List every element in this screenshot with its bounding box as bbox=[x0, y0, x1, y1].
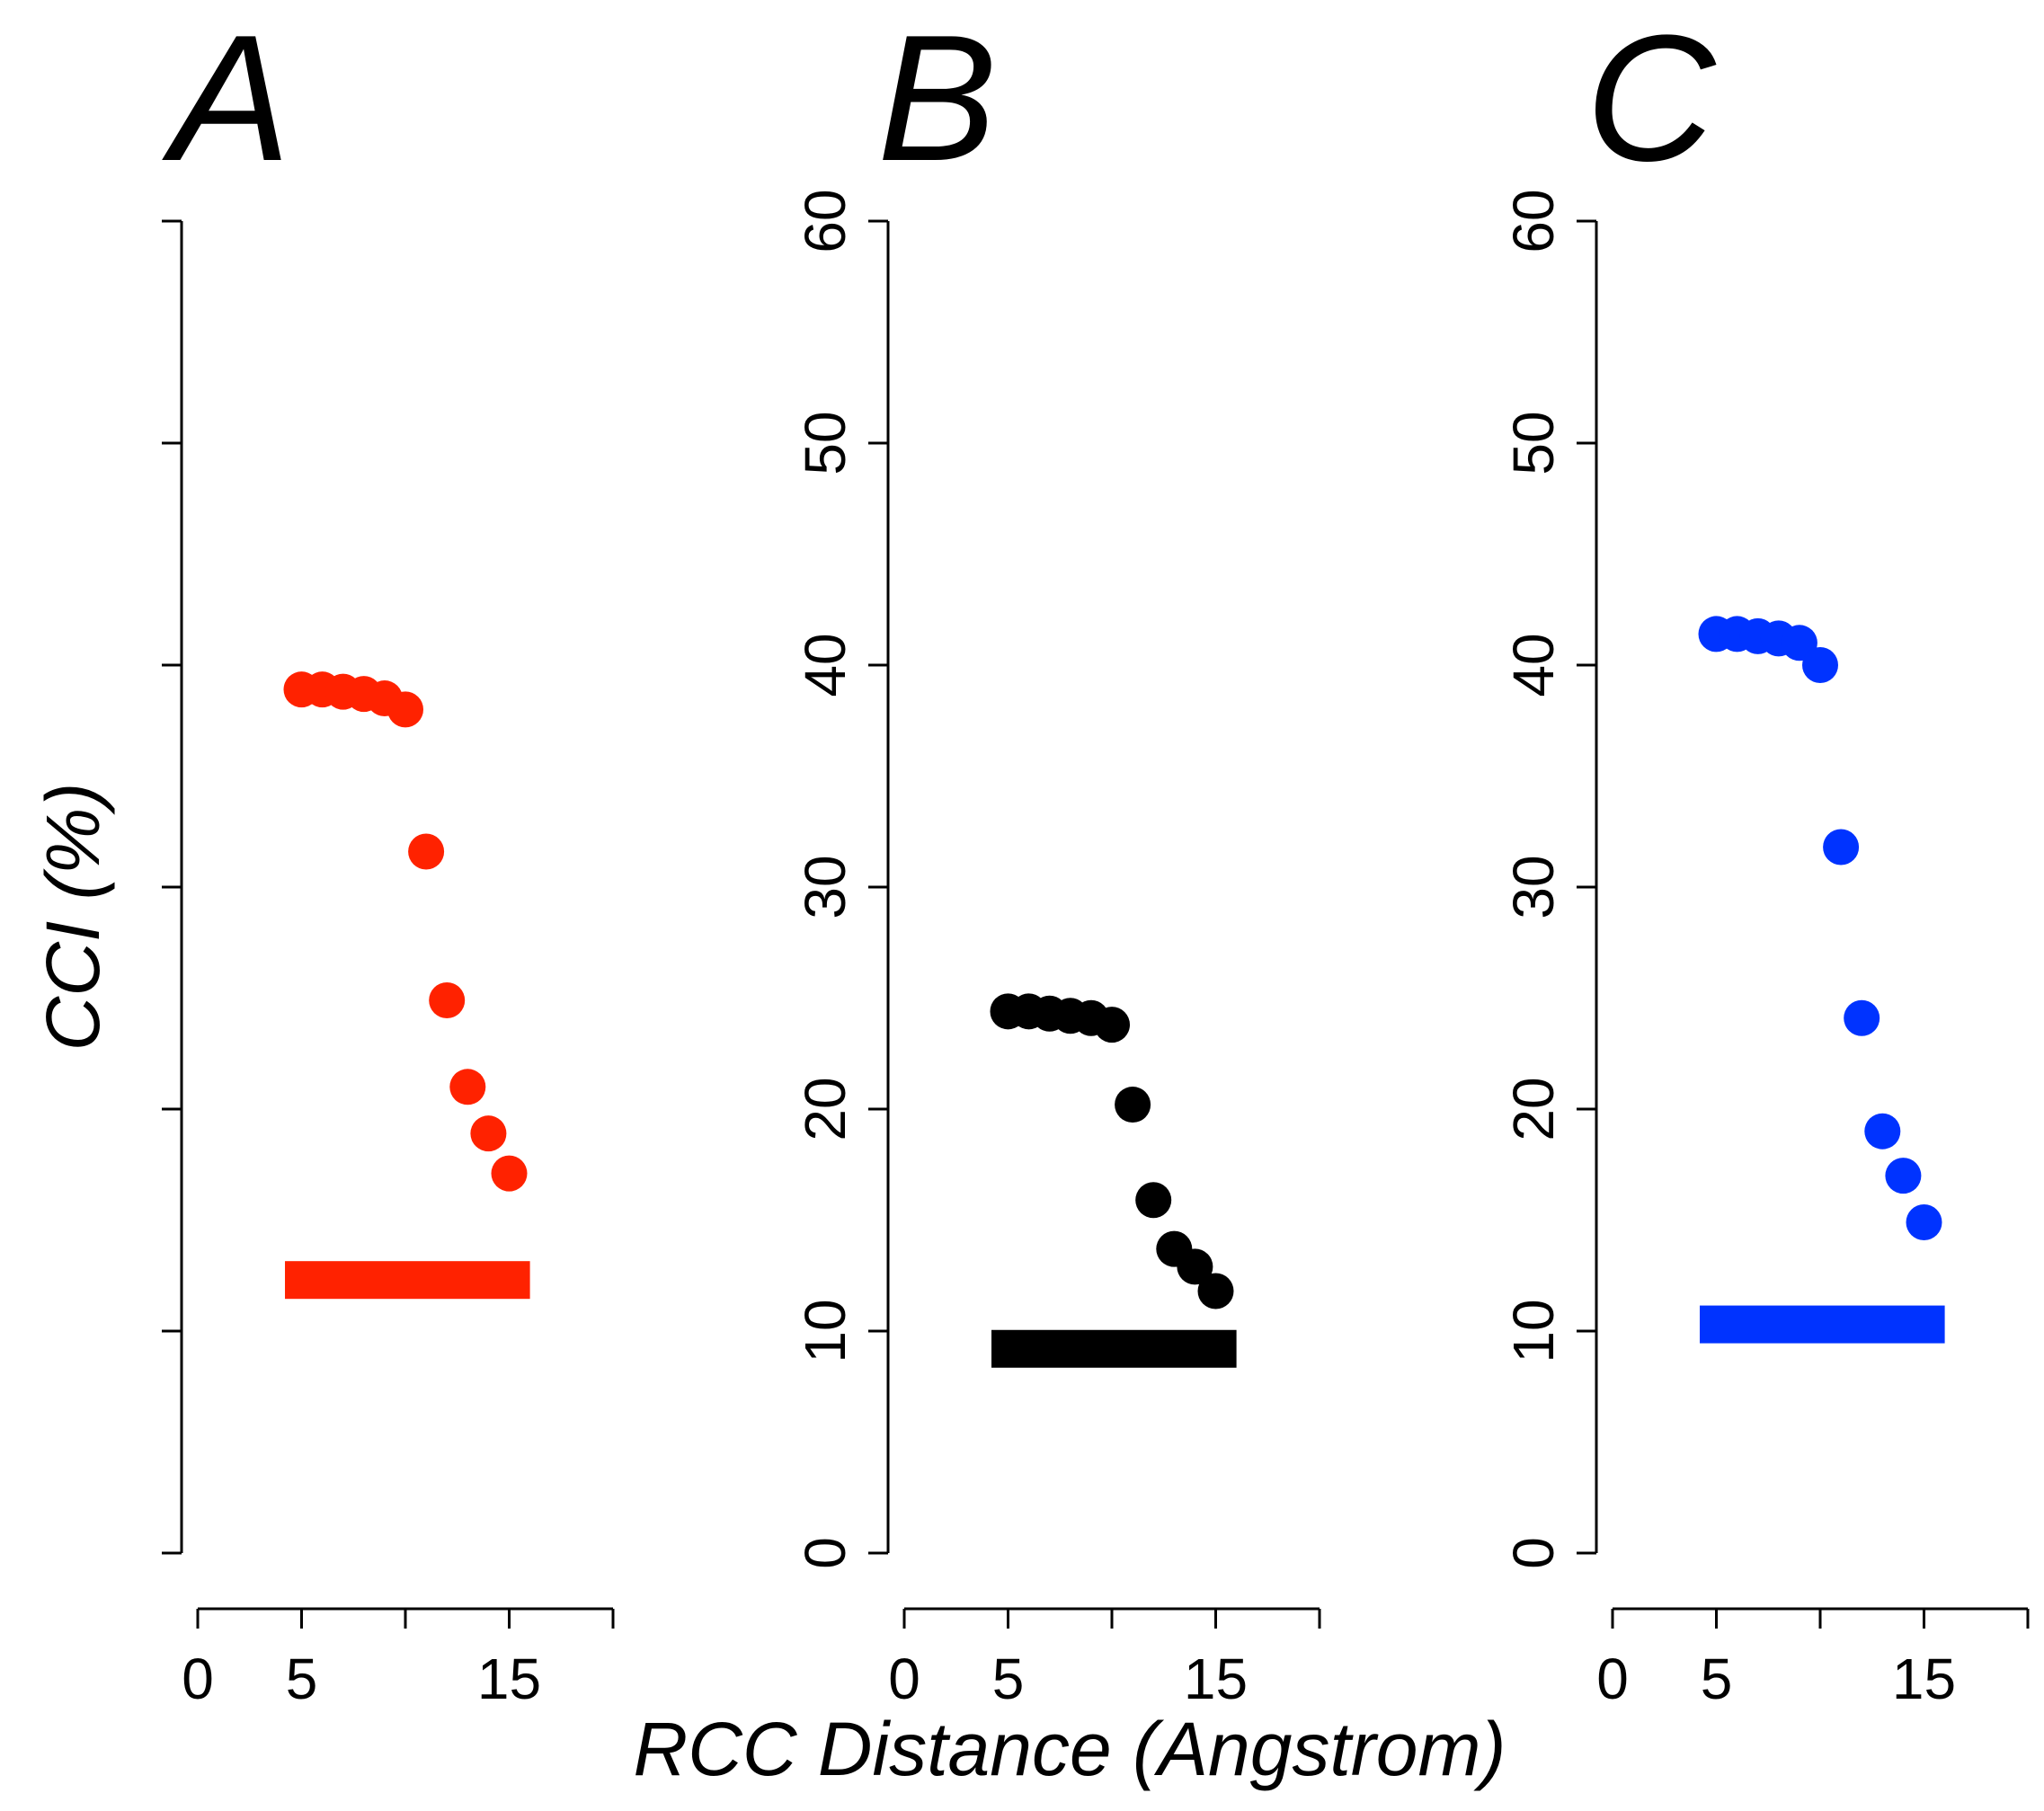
x-tick-label: 15 bbox=[477, 1647, 541, 1711]
x-tick-label: 0 bbox=[888, 1647, 920, 1711]
x-axis-title: RCC Distance (Angstrom) bbox=[634, 1707, 1506, 1791]
baseline-bar bbox=[1700, 1305, 1945, 1344]
data-point bbox=[1094, 1007, 1130, 1043]
y-tick-label: 20 bbox=[793, 1077, 858, 1141]
x-tick-label: 15 bbox=[1892, 1647, 1956, 1711]
y-tick-label: 40 bbox=[1501, 633, 1566, 697]
panel-b: B 0 10 20 30 40 50 60 0 5 15 bbox=[793, 0, 1321, 1711]
x-tick-label: 5 bbox=[286, 1647, 318, 1711]
baseline-bar bbox=[991, 1329, 1237, 1368]
y-tick-label: 60 bbox=[793, 189, 858, 253]
data-point bbox=[1844, 999, 1880, 1036]
y-tick-label: 0 bbox=[1501, 1537, 1566, 1569]
data-point bbox=[491, 1155, 528, 1192]
x-tick-label: 0 bbox=[182, 1647, 214, 1711]
x-tick-label: 0 bbox=[1596, 1647, 1629, 1711]
data-point bbox=[1135, 1182, 1172, 1219]
y-tick-label: 30 bbox=[1501, 855, 1566, 919]
panel-c: C 0 10 20 30 40 50 60 0 5 15 bbox=[1501, 0, 2030, 1711]
y-tick-label: 10 bbox=[793, 1299, 858, 1363]
y-tick-label: 20 bbox=[1501, 1077, 1566, 1141]
data-point bbox=[1885, 1158, 1922, 1194]
y-tick-label: 0 bbox=[793, 1537, 858, 1569]
data-point bbox=[1115, 1087, 1151, 1123]
data-point bbox=[408, 833, 445, 870]
data-point bbox=[1823, 829, 1860, 866]
x-tick-label: 5 bbox=[992, 1647, 1025, 1711]
panel-label: C bbox=[1586, 0, 1717, 199]
y-tick-label: 50 bbox=[793, 411, 858, 475]
data-point bbox=[1177, 1248, 1213, 1285]
x-tick-label: 15 bbox=[1184, 1647, 1248, 1711]
data-point bbox=[1864, 1113, 1901, 1150]
y-tick-label: 10 bbox=[1501, 1299, 1566, 1363]
panel-label: B bbox=[877, 0, 997, 199]
panel-label: A bbox=[162, 0, 290, 199]
data-point bbox=[1197, 1273, 1234, 1309]
y-tick-label: 60 bbox=[1501, 189, 1566, 253]
panels-group: A 0 5 15 B 0 10 20 30 40 50 60 0 5 15 C 0 10 20 30 40 50 60 0 5 1… bbox=[162, 0, 2030, 1711]
data-point bbox=[1906, 1203, 1942, 1240]
x-tick-label: 5 bbox=[1701, 1647, 1733, 1711]
data-point bbox=[429, 981, 466, 1018]
data-point bbox=[470, 1115, 507, 1152]
y-tick-label: 40 bbox=[793, 633, 858, 697]
data-point bbox=[387, 691, 423, 728]
data-point bbox=[449, 1069, 486, 1105]
y-axis-title: CCI (%) bbox=[31, 783, 115, 1052]
y-tick-label: 50 bbox=[1501, 411, 1566, 475]
data-point bbox=[1802, 647, 1838, 683]
y-tick-label: 30 bbox=[793, 855, 858, 919]
baseline-bar bbox=[285, 1261, 530, 1300]
panel-a: A 0 5 15 bbox=[162, 0, 615, 1711]
